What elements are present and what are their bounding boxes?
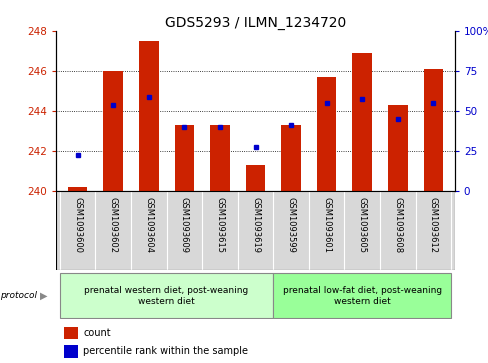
Bar <box>245 164 265 191</box>
Text: GSM1093602: GSM1093602 <box>108 197 118 253</box>
Text: GSM1093609: GSM1093609 <box>180 197 188 253</box>
Text: count: count <box>83 328 111 338</box>
Bar <box>316 77 336 191</box>
Text: prenatal low-fat diet, post-weaning
western diet: prenatal low-fat diet, post-weaning west… <box>282 286 441 306</box>
Bar <box>273 273 450 318</box>
Text: GSM1093615: GSM1093615 <box>215 197 224 253</box>
Bar <box>68 187 87 191</box>
Text: GSM1093604: GSM1093604 <box>144 197 153 253</box>
Bar <box>210 125 229 191</box>
Text: GSM1093600: GSM1093600 <box>73 197 82 253</box>
Bar <box>174 125 194 191</box>
Text: GSM1093601: GSM1093601 <box>322 197 330 253</box>
Bar <box>64 327 78 339</box>
Text: protocol: protocol <box>0 291 38 300</box>
Text: GSM1093619: GSM1093619 <box>250 197 260 253</box>
Text: GSM1093608: GSM1093608 <box>392 197 402 253</box>
Text: ▶: ▶ <box>40 291 47 301</box>
Bar <box>139 41 158 191</box>
Text: GSM1093612: GSM1093612 <box>428 197 437 253</box>
Bar <box>387 105 407 191</box>
Title: GDS5293 / ILMN_1234720: GDS5293 / ILMN_1234720 <box>164 16 346 30</box>
Text: percentile rank within the sample: percentile rank within the sample <box>83 346 248 356</box>
Text: GSM1093605: GSM1093605 <box>357 197 366 253</box>
Text: prenatal western diet, post-weaning
western diet: prenatal western diet, post-weaning west… <box>84 286 248 306</box>
Text: GSM1093599: GSM1093599 <box>286 197 295 253</box>
Bar <box>60 273 273 318</box>
Bar <box>103 71 122 191</box>
Bar <box>423 69 442 191</box>
Bar <box>281 125 300 191</box>
Bar <box>352 53 371 191</box>
Bar <box>64 345 78 358</box>
